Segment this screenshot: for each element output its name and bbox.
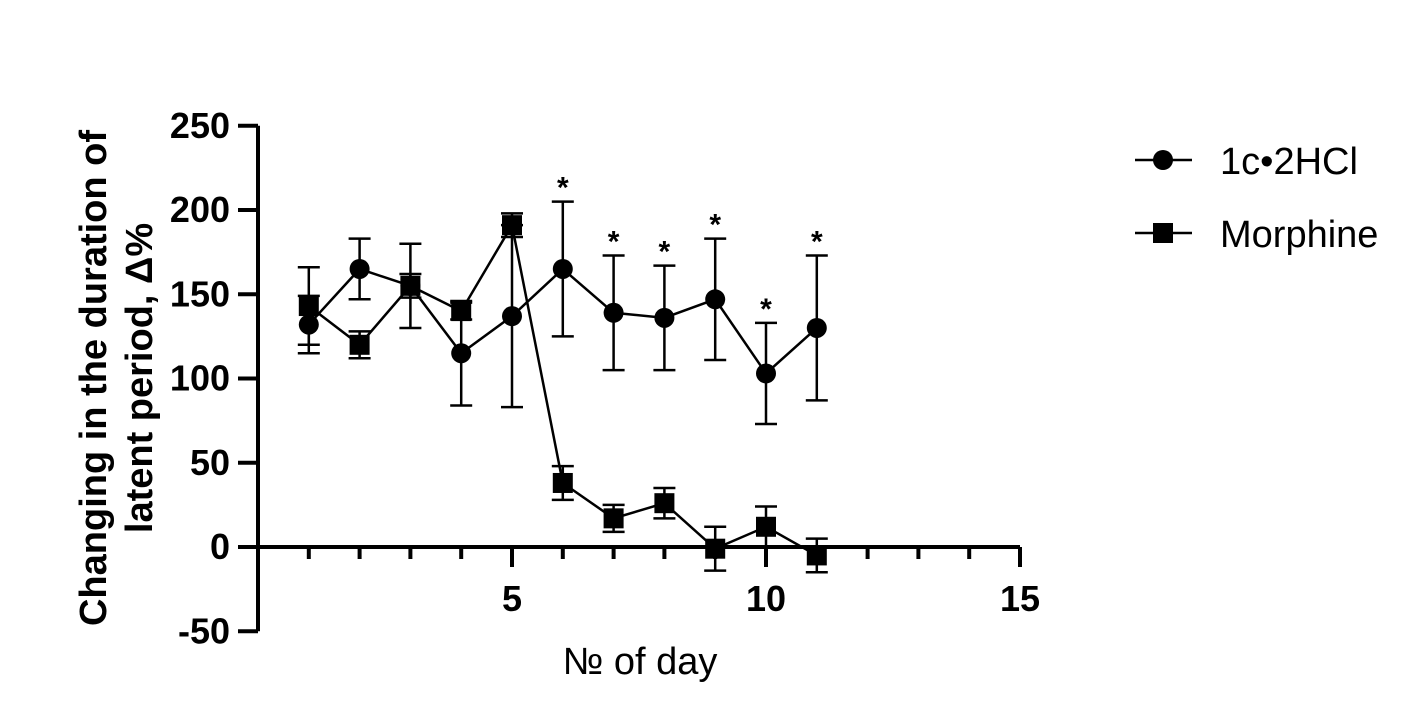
y-tick-label: 200: [170, 189, 230, 230]
x-axis-title: № of day: [563, 641, 718, 683]
legend-label: Morphine: [1220, 214, 1378, 256]
y-tick-label: 150: [170, 273, 230, 314]
y-tick-label: 250: [170, 105, 230, 146]
y-axis-title-line: Changing in the duration of: [73, 130, 115, 626]
series-2: [297, 212, 828, 574]
data-point: [451, 343, 472, 364]
data-point: [806, 317, 827, 338]
data-point: [552, 258, 573, 279]
y-axis-title: Changing in the duration of latent period…: [73, 130, 161, 626]
legend-label: 1c•2HCl: [1220, 141, 1358, 183]
significance-star: *: [659, 236, 671, 269]
series-layer: [297, 200, 828, 574]
significance-star: *: [709, 209, 721, 242]
data-point: [298, 296, 319, 317]
data-point: [705, 289, 726, 310]
data-point: [603, 302, 624, 323]
annotations: * * * * * *: [557, 172, 823, 326]
data-point: [806, 545, 827, 566]
significance-star: *: [811, 225, 823, 258]
data-point: [349, 334, 370, 355]
x-tick-label: 5: [502, 578, 522, 619]
axes: -50 0 50 100 150 200 250 5 10 15: [170, 105, 1040, 652]
x-tick-label: 10: [746, 578, 786, 619]
legend-item: 1c•2HCl: [1135, 141, 1358, 183]
data-point: [654, 307, 675, 328]
data-point: [502, 215, 522, 236]
series-1: [297, 200, 828, 426]
significance-star: *: [608, 225, 620, 258]
data-point: [705, 538, 726, 559]
y-tick-label: -50: [178, 610, 230, 651]
data-point: [502, 306, 522, 327]
significance-star: *: [760, 293, 772, 326]
data-point: [552, 472, 573, 493]
data-point: [451, 301, 472, 322]
data-point: [654, 493, 675, 514]
data-point: [349, 258, 370, 279]
data-point: [400, 275, 421, 296]
y-tick-label: 50: [190, 442, 230, 483]
y-tick-label: 0: [210, 526, 230, 567]
x-tick-label: 15: [1000, 578, 1040, 619]
y-axis-title-line: latent period, Δ%: [119, 223, 161, 533]
legend-marker: [1153, 150, 1173, 170]
data-point: [603, 508, 624, 529]
legend-marker: [1153, 223, 1173, 243]
significance-star: *: [557, 172, 569, 205]
legend-item: Morphine: [1135, 214, 1378, 256]
legend: 1c•2HCl Morphine: [1135, 141, 1378, 256]
data-point: [756, 363, 776, 384]
data-point: [756, 516, 776, 537]
y-tick-label: 100: [170, 358, 230, 399]
